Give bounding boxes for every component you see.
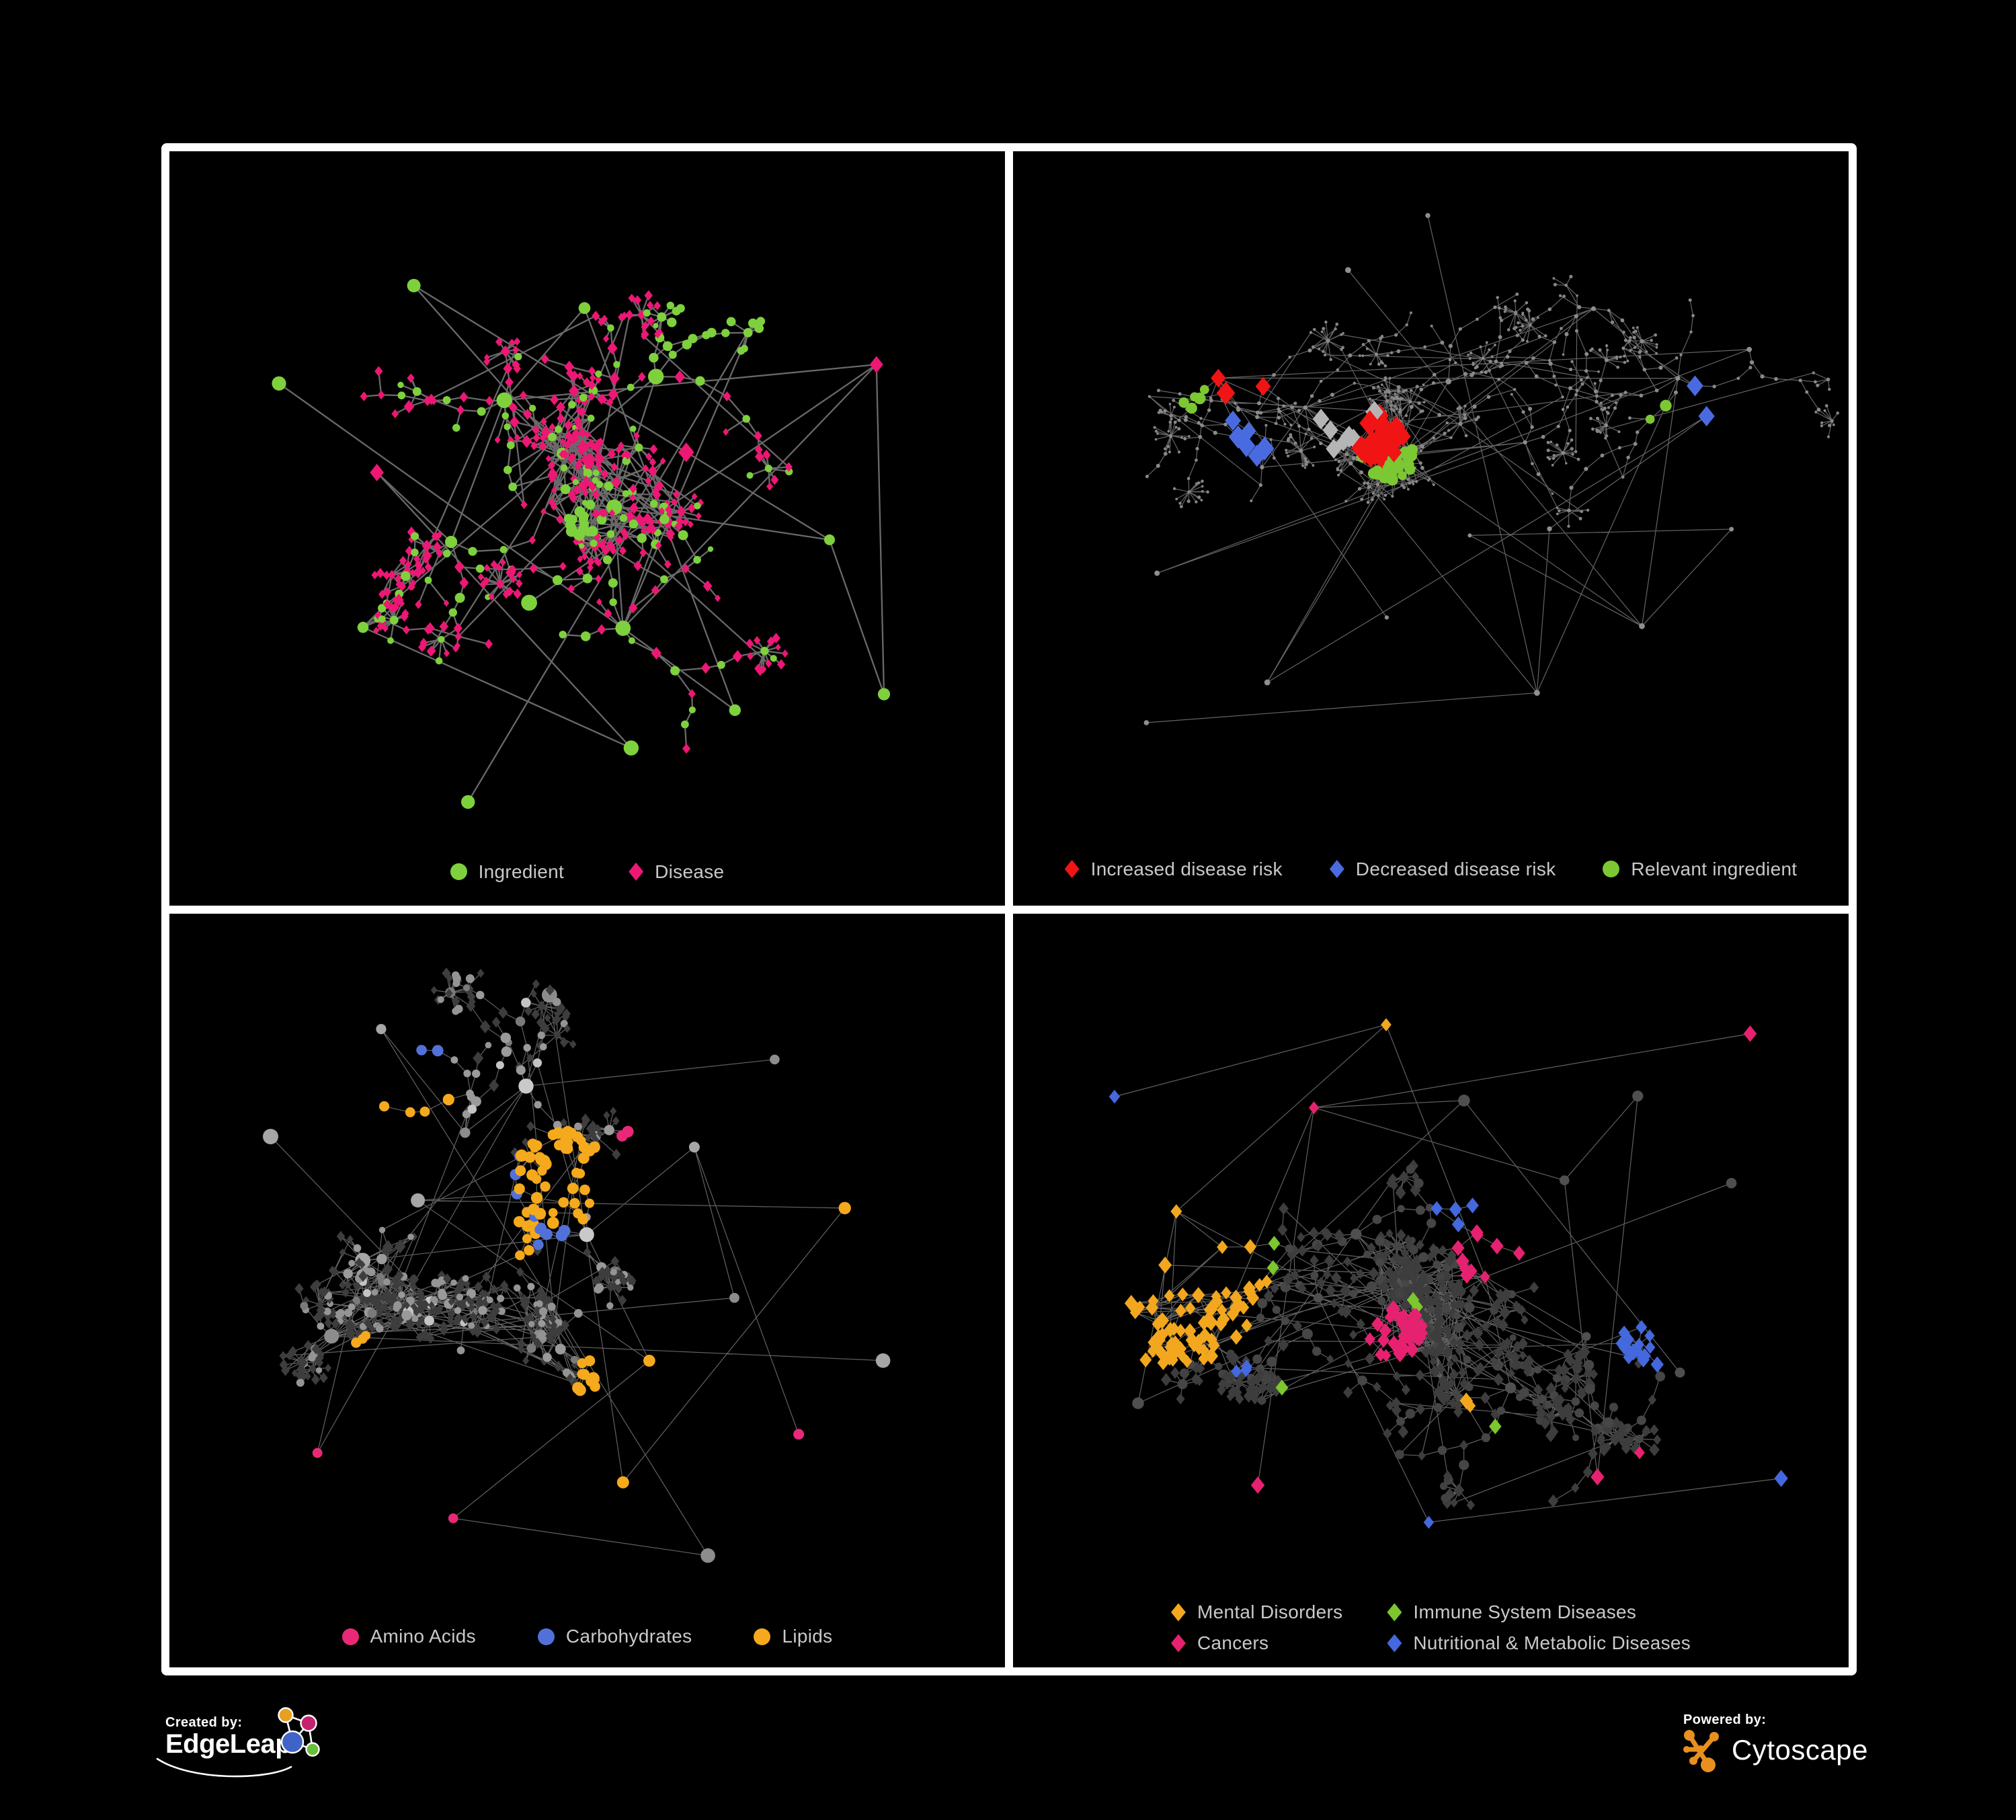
legend-item-nutritional-metabolic-diseases: Nutritional & Metabolic Diseases [1387,1632,1691,1654]
legend-ingredient-disease: Ingredient Disease [169,861,1005,883]
circle-swatch-icon [754,1628,771,1645]
legend-label: Carbohydrates [565,1626,692,1647]
legend-item-carbohydrates: Carbohydrates [537,1626,692,1647]
legend-item-decreased-disease-risk: Decreased disease risk [1329,858,1556,880]
legend-label: Mental Disorders [1197,1601,1343,1622]
network-graph-ingredient-disease [272,278,891,809]
legend-label: Amino Acids [370,1626,476,1647]
legend-item-increased-disease-risk: Increased disease risk [1064,858,1283,880]
circle-swatch-icon [537,1628,555,1645]
diamond-swatch-icon [629,863,644,881]
panel-ingredient-disease-network: Ingredient Disease [169,151,1005,906]
legend-item-ingredient: Ingredient [450,861,565,883]
legend-item-immune-system-diseases: Immune System Diseases [1387,1601,1636,1623]
legend-label: Cancers [1197,1632,1269,1653]
panel-nutrient-class-network: Amino Acids Carbohydrates Lipids [169,913,1005,1667]
edgeleap-wordmark: EdgeLeap [165,1729,292,1759]
legend-item-lipids: Lipids [754,1626,832,1647]
network-graph-disease-classes [1108,1017,1788,1529]
cytoscape-wordmark: Cytoscape [1732,1734,1868,1766]
legend-item-disease: Disease [629,861,724,883]
cytoscape-logo-icon [1683,1730,1719,1772]
legend-label: Increased disease risk [1090,858,1283,879]
legend-item-mental-disorders: Mental Disorders [1170,1601,1343,1623]
legend-item-amino-acids: Amino Acids [341,1626,476,1647]
panel-disease-class-network: Mental Disorders Immune System Diseases Ca… [1013,913,1849,1667]
legend-label: Relevant ingredient [1631,858,1798,879]
diamond-swatch-icon [1170,1603,1186,1622]
network-graph-disease-risk [1143,212,1839,725]
legend-item-relevant-ingredient: Relevant ingredient [1603,859,1797,880]
legend-disease-risk: Increased disease risk Decreased disease … [1013,859,1849,880]
diamond-swatch-icon [1387,1634,1402,1653]
legend-label: Disease [655,861,725,882]
network-graph-nutrient-classes [263,967,891,1563]
diamond-swatch-icon [1170,1634,1186,1653]
panel-grid: Ingredient Disease Increased disease risk… [161,143,1857,1675]
legend-label: Lipids [782,1626,833,1647]
circle-swatch-icon [1603,861,1620,877]
legend-label: Decreased disease risk [1355,858,1556,879]
created-by-label: Created by: [165,1715,243,1730]
edgeleap-logo-icon [278,1707,320,1757]
legend-label: Nutritional & Metabolic Diseases [1413,1632,1691,1653]
panel-disease-risk-network: Increased disease risk Decreased disease … [1013,151,1849,906]
circle-swatch-icon [450,863,467,880]
legend-label: Ingredient [478,861,565,882]
powered-by-label: Powered by: [1683,1712,1767,1727]
diamond-swatch-icon [1329,860,1344,878]
diamond-swatch-icon [1064,860,1080,878]
circle-swatch-icon [341,1628,359,1645]
legend-item-cancers: Cancers [1170,1632,1269,1654]
legend-nutrient-classes: Amino Acids Carbohydrates Lipids [169,1626,1005,1647]
edgeleap-swoosh [156,1757,292,1778]
diamond-swatch-icon [1387,1603,1402,1622]
legend-disease-classes: Mental Disorders Immune System Diseases Ca… [1170,1601,1691,1654]
legend-label: Immune System Diseases [1413,1601,1637,1622]
